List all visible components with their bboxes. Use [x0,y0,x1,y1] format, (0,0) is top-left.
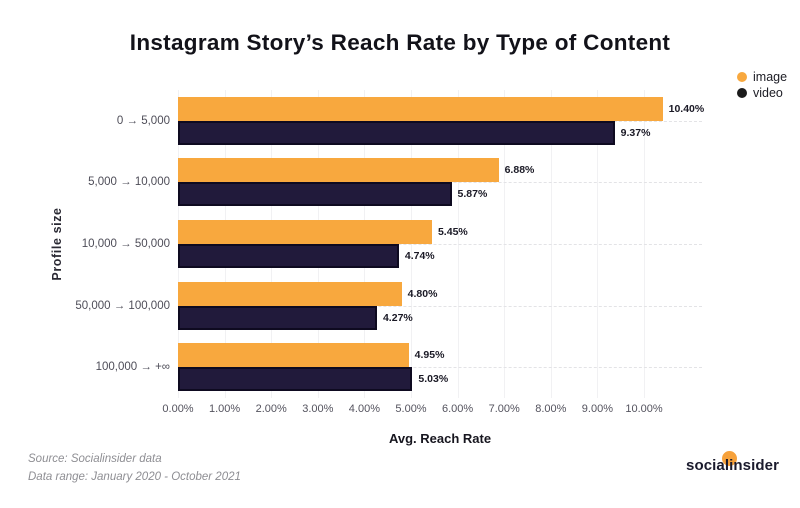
legend-item-video: video [737,86,787,100]
legend: image video [737,70,787,100]
image-value-label: 4.95% [414,349,445,362]
category-label: 5,000 → 10,000 [88,176,170,189]
x-tick-label: 0.00% [162,403,194,415]
category-guide-dashed-line [178,244,702,245]
logo-orange-dot-icon [722,451,737,466]
x-axis-title: Avg. Reach Rate [388,431,492,446]
data-range-line: Data range: January 2020 - October 2021 [28,470,241,483]
category-label: 50,000 → 100,000 [75,299,170,312]
y-axis-category-labels: 0 → 5,000 5,000 → 10,000 10,000 → 50,000 50… [40,90,170,398]
legend-item-image: image [737,70,787,84]
category-label: 100,000 → +∞ [95,361,170,374]
video-value-label: 5.87% [457,188,488,201]
image-bar [178,96,663,121]
video-bar [178,182,452,207]
category-label: 0 → 5,000 [116,114,170,127]
category-guide-dashed-line [178,367,702,369]
image-value-label: 5.45% [437,226,468,238]
image-bar [178,220,432,244]
video-value-label: 4.27% [382,311,413,324]
x-tick-label: 1.00% [208,403,241,415]
x-axis-ticks: 0.00% 1.00% 2.00% 3.00% 4.00% 5.00% 6.00% 7.00%… [162,403,702,419]
chart-title: Instagram Story’s Reach Rate by Type of … [129,30,671,55]
image-value-label: 4.80% [407,287,438,300]
source-line: Source: Socialinsider data [28,453,162,465]
image-legend-dot-icon [737,72,747,82]
image-bar [178,158,499,183]
socialinsider-logo: socialinsider [686,451,780,479]
video-bar [178,244,399,268]
video-value-label: 9.37% [620,126,651,139]
image-value-label: 6.88% [504,164,535,177]
video-bar [178,120,615,145]
x-tick-label: 4.00% [348,403,380,415]
image-bar [178,281,402,306]
video-bar [178,305,377,330]
x-tick-label: 9.00% [581,403,613,415]
x-tick-label: 3.00% [302,403,334,415]
video-value-label: 5.03% [418,373,449,386]
x-tick-label: 5.00% [395,403,427,415]
category-label: 10,000 → 50,000 [81,238,170,250]
image-value-label: 10.40% [668,102,705,115]
logo-text: socialinsider [686,457,780,474]
x-tick-label: 6.00% [441,403,474,415]
x-tick-label: 8.00% [535,403,567,415]
video-value-label: 4.74% [404,250,435,262]
source-note: Source: Socialinsider data Data range: J… [28,451,241,487]
video-bar [178,367,413,392]
x-tick-label: 2.00% [255,403,287,415]
plot-area: 10.40% 9.37% 6.88% 5.87% 5.45% 4.74% 4.80% 4.27… [178,90,705,398]
x-tick-label: 10.00% [625,403,663,415]
x-tick-label: 7.00% [488,403,520,415]
category-guide-dashed-line [178,305,702,307]
legend-label: image [753,70,788,84]
legend-label: video [753,86,783,100]
video-legend-dot-icon [737,88,747,98]
image-bar [178,343,409,368]
